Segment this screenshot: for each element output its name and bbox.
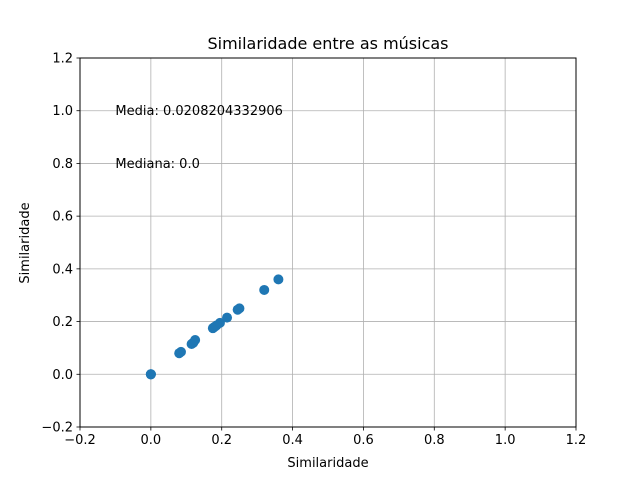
grid-lines (79, 57, 577, 428)
y-tick-label: −0.2 (41, 421, 73, 436)
data-point (259, 284, 270, 295)
data-point (222, 312, 233, 323)
x-tick-label: 1.0 (495, 433, 516, 448)
y-tick-label: 0.0 (52, 368, 73, 383)
x-tick-label: 1.2 (566, 433, 587, 448)
chart-title: Similaridade entre as músicas (207, 34, 448, 53)
y-tick-label: 0.8 (52, 157, 73, 172)
x-axis-label: Similaridade (287, 456, 368, 471)
data-point (190, 335, 201, 346)
x-tick-label: 0.2 (211, 433, 232, 448)
y-tick-label: 1.0 (52, 104, 73, 119)
y-tick-label: 0.4 (52, 262, 73, 277)
x-tick-label: 0.8 (424, 433, 445, 448)
data-point (214, 317, 225, 328)
y-tick-label: 0.2 (52, 315, 73, 330)
y-tick-label: 1.2 (52, 52, 73, 67)
x-tick-label: 0.6 (353, 433, 374, 448)
y-axis-label: Similaridade (18, 202, 33, 283)
axis-ticks: −0.2 0.0 0.2 0.4 0.6 0.8 1.0 1.2 −0.2 0.0 0.2 0.4 0.… (41, 52, 586, 449)
x-tick-label: 0.4 (282, 433, 303, 448)
data-points (145, 274, 284, 380)
data-point (175, 346, 186, 357)
data-point (145, 369, 156, 380)
plot-frame (79, 57, 577, 428)
annotations: Media: 0.0208204332906 Mediana: 0.0 (115, 104, 282, 172)
annotation-text: Media: 0.0208204332906 (115, 104, 282, 119)
data-point (234, 303, 245, 314)
annotation-text: Mediana: 0.0 (115, 157, 199, 172)
x-tick-label: 0.0 (141, 433, 162, 448)
x-tick-label: −0.2 (64, 433, 96, 448)
y-tick-label: 0.6 (52, 210, 73, 225)
data-point (273, 274, 284, 285)
